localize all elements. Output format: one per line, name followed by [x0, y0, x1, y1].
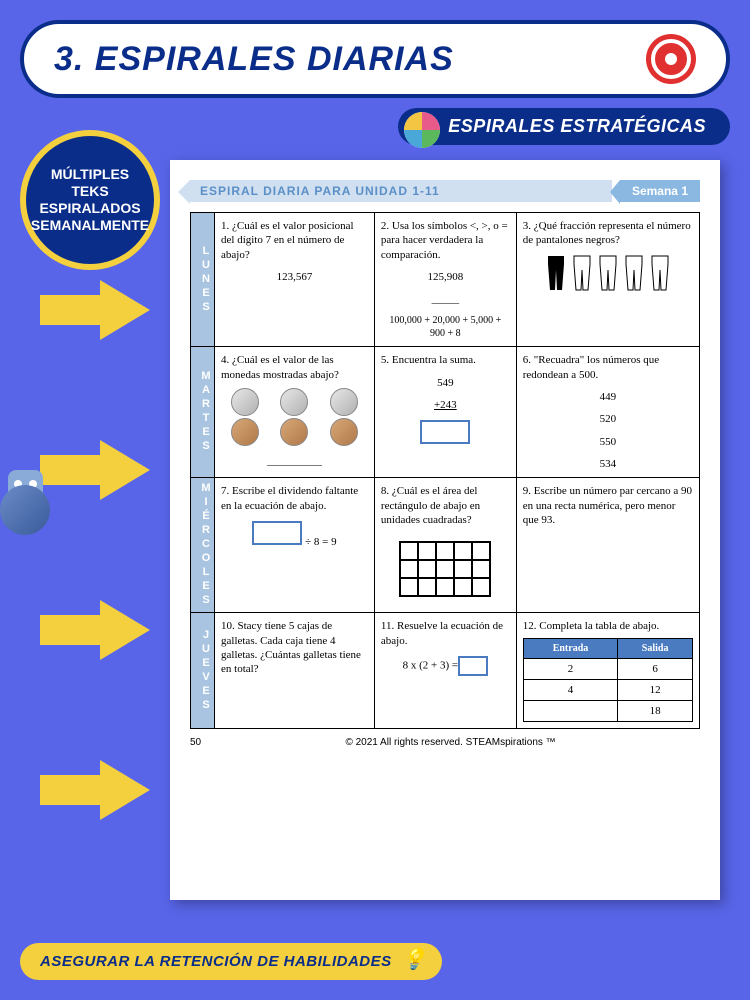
day-label: LUNES: [191, 213, 215, 347]
worksheet-header: ESPIRAL DIARIA PARA UNIDAD 1-11 Semana 1: [190, 180, 700, 202]
problem-cell: 3. ¿Qué fracción representa el número de…: [516, 213, 699, 347]
coins-icons: [221, 388, 368, 446]
worksheet-week: Semana 1: [620, 180, 700, 202]
problem-value: ÷ 8 = 9: [302, 536, 336, 548]
problem-text: 12. Completa la tabla de abajo.: [523, 620, 660, 632]
copyright-text: © 2021 All rights reserved. STEAMspirati…: [345, 737, 555, 748]
problem-value: 8 x (2 + 3) =: [403, 659, 458, 671]
subtitle-pill: ESPIRALES ESTRATÉGICAS: [398, 108, 730, 145]
problem-text: 2. Usa los símbolos <, >, o = para hacer…: [381, 220, 508, 261]
problem-value: 449: [523, 390, 693, 404]
worksheet-grid: LUNES 1. ¿Cuál es el valor posicional de…: [190, 212, 700, 729]
target-icon: [646, 34, 696, 84]
problem-text: 9. Escribe un número par cercano a 90 en…: [523, 485, 692, 526]
problem-text: 8. ¿Cuál es el área del rectángulo de ab…: [381, 485, 480, 526]
robot-icon: [0, 470, 60, 550]
answer-box: [458, 656, 488, 676]
bottom-text: ASEGURAR LA RETENCIÓN DE HABILIDADES: [40, 953, 392, 970]
pants-icons: [523, 254, 693, 292]
problem-value: 549: [381, 376, 510, 390]
arrow-icon: [40, 600, 150, 660]
quadrant-icon: [404, 112, 440, 148]
problem-text: 4. ¿Cuál es el valor de las monedas most…: [221, 354, 339, 380]
problem-cell: 5. Encuentra la suma. 549 +243: [374, 347, 516, 478]
worksheet-footer: 50 © 2021 All rights reserved. STEAMspir…: [190, 737, 700, 748]
lightbulb-icon: 💡: [402, 947, 432, 977]
table-cell: 12: [618, 679, 693, 700]
title-pill: 3. ESPIRALES DIARIAS: [20, 20, 730, 98]
day-label: MIÉRCOLES: [191, 478, 215, 613]
problem-value: 550: [523, 435, 693, 449]
table-cell: 2: [523, 658, 617, 679]
problem-cell: 12. Completa la tabla de abajo. EntradaS…: [516, 613, 699, 729]
page-title: 3. ESPIRALES DIARIAS: [54, 40, 454, 79]
table-cell: 6: [618, 658, 693, 679]
bottom-pill: ASEGURAR LA RETENCIÓN DE HABILIDADES 💡: [20, 943, 442, 980]
io-table: EntradaSalida 26 412 18: [523, 638, 693, 723]
problem-value: 100,000 + 20,000 + 5,000 + 900 + 8: [381, 314, 510, 340]
problem-value: 520: [523, 412, 693, 426]
problem-cell: 7. Escribe el dividendo faltante en la e…: [215, 478, 375, 613]
day-label: JUEVES: [191, 613, 215, 729]
problem-cell: 1. ¿Cuál es el valor posicional del dígi…: [215, 213, 375, 347]
problem-value: 123,567: [221, 270, 368, 284]
rectangle-grid: [399, 541, 491, 597]
arrow-icon: [40, 760, 150, 820]
worksheet-title: ESPIRAL DIARIA PARA UNIDAD 1-11: [190, 180, 612, 202]
problem-text: 3. ¿Qué fracción representa el número de…: [523, 220, 691, 246]
problem-text: 6. "Recuadra" los números que redondean …: [523, 354, 659, 380]
teks-badge: MÚLTIPLES TEKS ESPIRALADOS SEMANALMENTE: [20, 130, 160, 270]
problem-cell: 9. Escribe un número par cercano a 90 en…: [516, 478, 699, 613]
answer-box: [420, 420, 470, 444]
problem-cell: 8. ¿Cuál es el área del rectángulo de ab…: [374, 478, 516, 613]
page-number: 50: [190, 737, 201, 748]
problem-cell: 6. "Recuadra" los números que redondean …: [516, 347, 699, 478]
problem-text: 1. ¿Cuál es el valor posicional del dígi…: [221, 220, 354, 261]
arrow-icon: [40, 280, 150, 340]
problem-cell: 2. Usa los símbolos <, >, o = para hacer…: [374, 213, 516, 347]
problem-value: 125,908: [381, 270, 510, 284]
answer-box: [252, 521, 302, 545]
table-header: Entrada: [523, 638, 617, 658]
problem-text: 11. Resuelve la ecuación de abajo.: [381, 620, 503, 646]
table-cell: 18: [618, 701, 693, 722]
badge-text: MÚLTIPLES TEKS ESPIRALADOS SEMANALMENTE: [31, 166, 149, 233]
problem-cell: 4. ¿Cuál es el valor de las monedas most…: [215, 347, 375, 478]
problem-text: 10. Stacy tiene 5 cajas de galletas. Cad…: [221, 620, 361, 675]
problem-value: 534: [523, 457, 693, 471]
table-header: Salida: [618, 638, 693, 658]
problem-text: 7. Escribe el dividendo faltante en la e…: [221, 485, 358, 511]
problem-value: +243: [381, 398, 510, 412]
worksheet-page: ESPIRAL DIARIA PARA UNIDAD 1-11 Semana 1…: [170, 160, 720, 900]
table-cell: 4: [523, 679, 617, 700]
day-label: MARTES: [191, 347, 215, 478]
table-cell: [523, 701, 617, 722]
problem-cell: 11. Resuelve la ecuación de abajo. 8 x (…: [374, 613, 516, 729]
problem-cell: 10. Stacy tiene 5 cajas de galletas. Cad…: [215, 613, 375, 729]
subtitle-text: ESPIRALES ESTRATÉGICAS: [448, 116, 706, 137]
problem-text: 5. Encuentra la suma.: [381, 354, 476, 366]
